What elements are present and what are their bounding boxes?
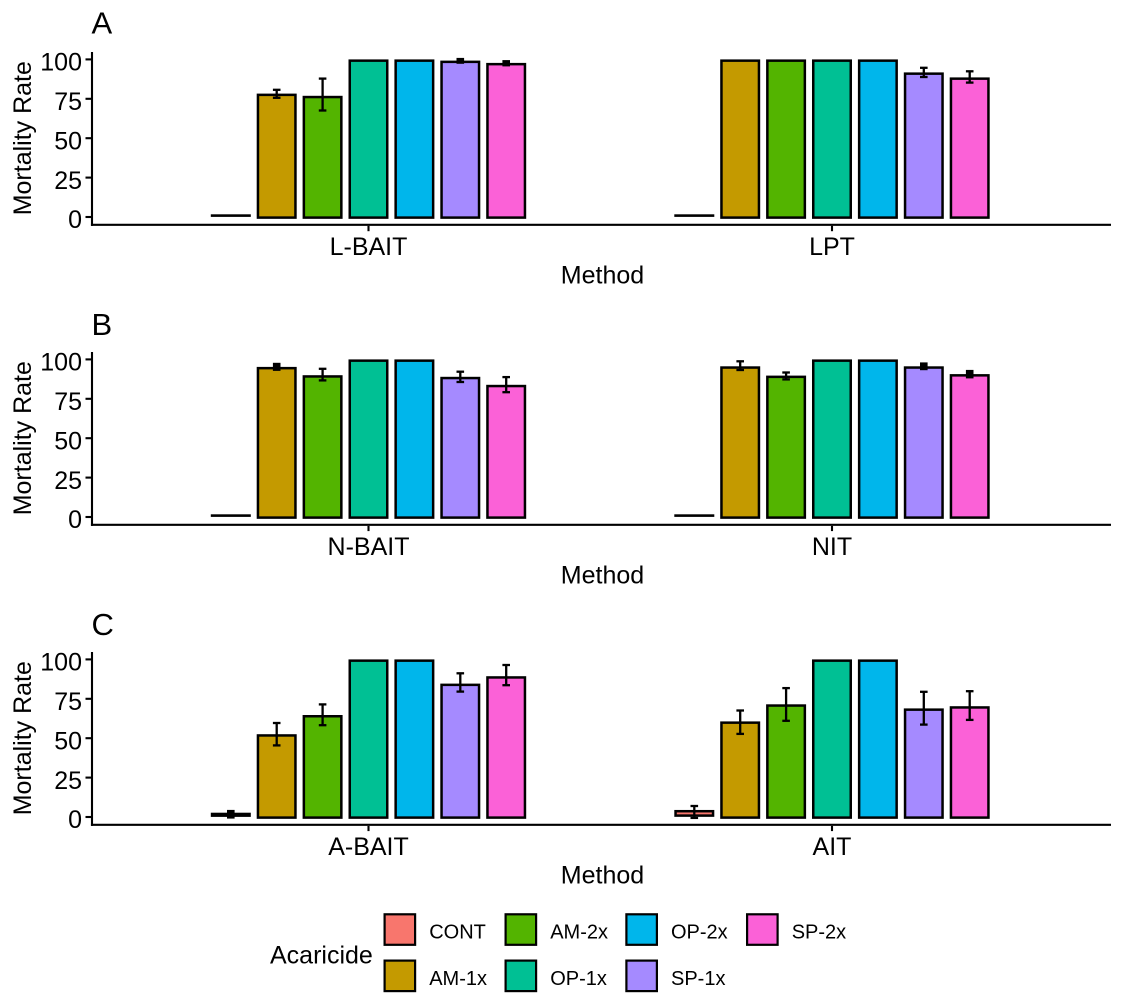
svg-text:75: 75 xyxy=(54,688,82,716)
svg-text:25: 25 xyxy=(54,467,82,495)
svg-text:Mortality Rate: Mortality Rate xyxy=(9,361,37,515)
svg-text:N-BAIT: N-BAIT xyxy=(328,533,410,561)
svg-text:Mortality Rate: Mortality Rate xyxy=(9,61,37,215)
svg-text:Mortality Rate: Mortality Rate xyxy=(9,661,37,815)
svg-text:AIT: AIT xyxy=(813,833,852,861)
svg-text:50: 50 xyxy=(54,727,82,755)
svg-text:Method: Method xyxy=(561,562,644,590)
svg-text:100: 100 xyxy=(40,49,82,77)
svg-text:0: 0 xyxy=(68,506,82,534)
svg-text:Method: Method xyxy=(561,862,644,890)
svg-text:A: A xyxy=(92,6,113,41)
svg-text:CONT: CONT xyxy=(429,922,486,944)
svg-text:50: 50 xyxy=(54,427,82,455)
svg-text:NIT: NIT xyxy=(812,533,852,561)
svg-text:A-BAIT: A-BAIT xyxy=(328,833,409,861)
svg-text:100: 100 xyxy=(40,349,82,377)
svg-text:50: 50 xyxy=(54,127,82,155)
svg-text:AM-2x: AM-2x xyxy=(550,922,608,944)
svg-text:25: 25 xyxy=(54,767,82,795)
svg-text:SP-1x: SP-1x xyxy=(671,968,725,990)
svg-text:B: B xyxy=(92,307,113,342)
svg-text:LPT: LPT xyxy=(809,233,855,261)
svg-text:75: 75 xyxy=(54,388,82,416)
svg-text:AM-1x: AM-1x xyxy=(429,968,487,990)
svg-text:100: 100 xyxy=(40,649,82,677)
svg-text:25: 25 xyxy=(54,167,82,195)
svg-text:SP-2x: SP-2x xyxy=(792,922,846,944)
svg-text:OP-2x: OP-2x xyxy=(671,922,728,944)
svg-text:OP-1x: OP-1x xyxy=(550,968,607,990)
svg-text:Method: Method xyxy=(561,262,644,290)
svg-text:Acaricide: Acaricide xyxy=(270,941,373,969)
svg-text:75: 75 xyxy=(54,88,82,116)
svg-text:C: C xyxy=(92,607,114,642)
svg-text:L-BAIT: L-BAIT xyxy=(330,233,408,261)
svg-text:0: 0 xyxy=(68,206,82,234)
svg-text:0: 0 xyxy=(68,806,82,834)
